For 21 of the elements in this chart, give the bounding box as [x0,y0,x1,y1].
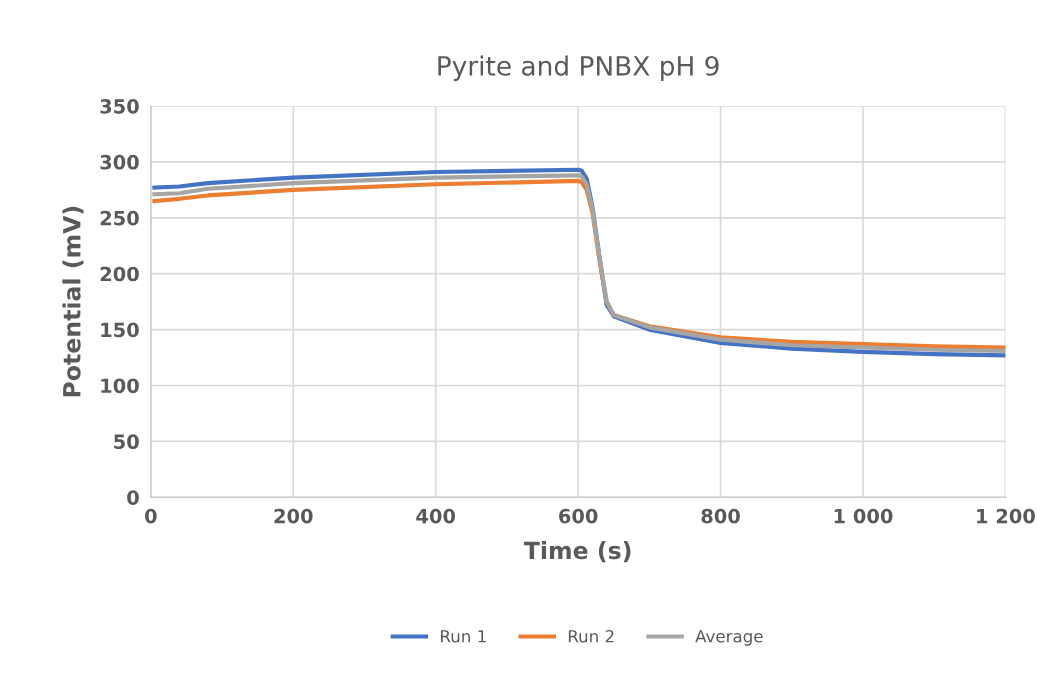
y-tick-label: 350 [100,98,139,114]
x-tick-label: 1 200 [977,508,1035,524]
x-tick-label: 400 [416,508,456,524]
chart-title: Pyrite and PNBX pH 9 [438,55,719,81]
legend-label: Run 1 [441,630,486,643]
y-tick-label: 100 [101,378,139,394]
x-tick-label: 800 [701,508,740,524]
y-tick-label: 300 [100,154,139,170]
x-tick-label: 600 [559,508,598,524]
x-axis-title: Time (s) [523,541,631,563]
y-tick-label: 250 [100,210,139,226]
y-tick-label: 50 [114,434,139,450]
y-tick-label: 0 [127,490,139,505]
x-tick-label: 1 000 [834,508,893,524]
y-tick-label: 200 [100,266,139,282]
legend-label: Run 2 [568,629,614,643]
y-axis-title: Potential (mV) [62,206,84,397]
x-tick-label: 200 [274,508,313,524]
legend-label: Average [695,630,763,646]
x-tick-label: 0 [145,508,157,524]
y-tick-label: 150 [101,322,139,338]
